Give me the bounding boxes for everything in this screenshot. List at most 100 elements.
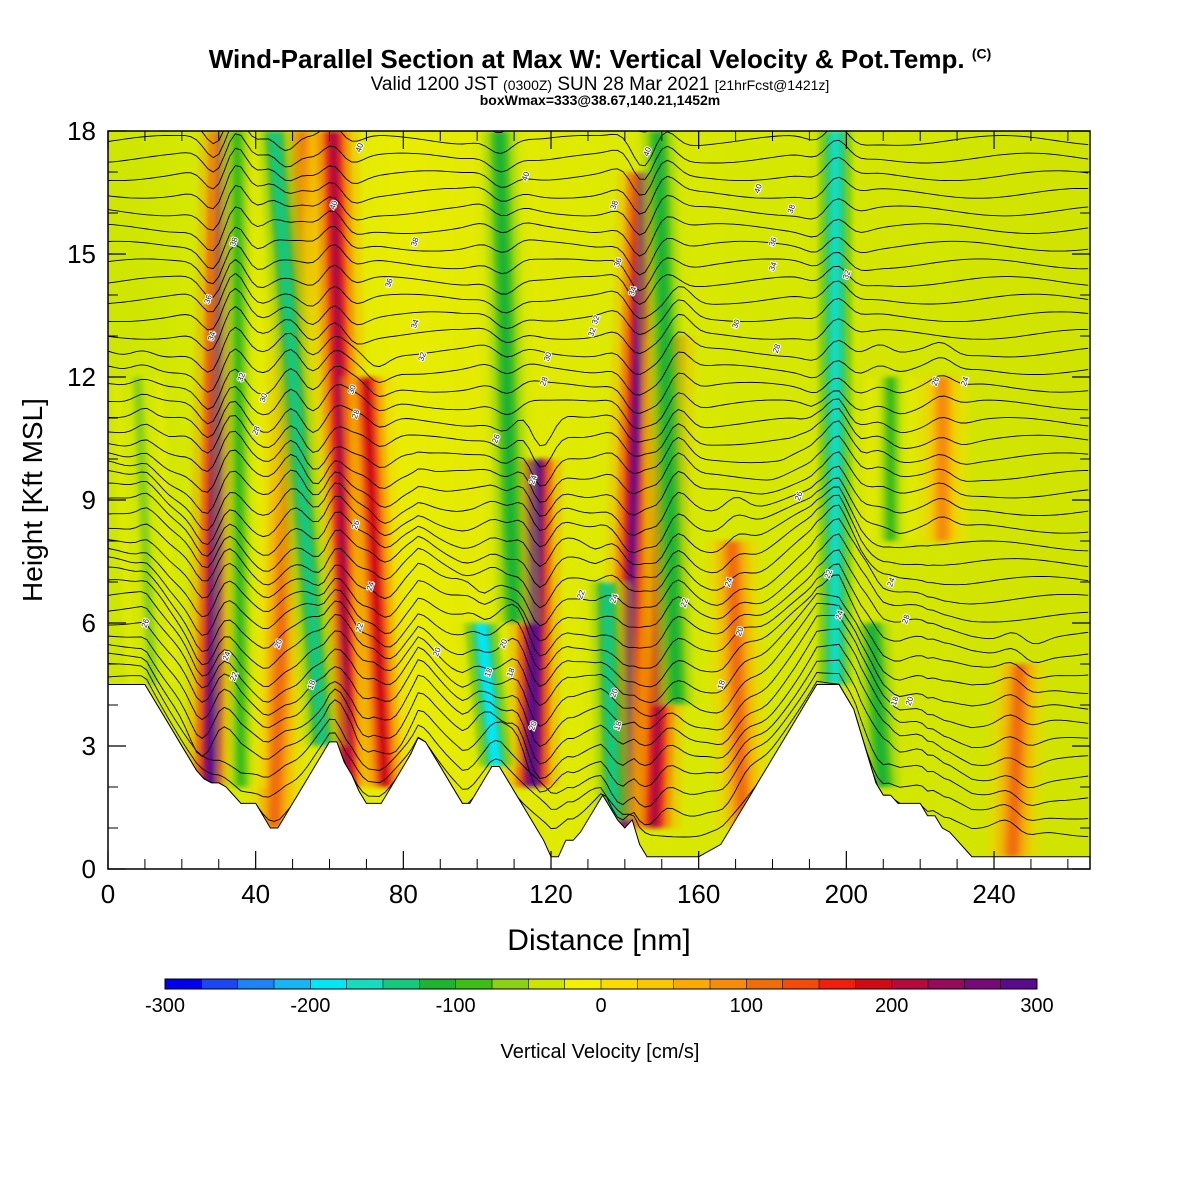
theta-contour <box>108 451 1089 517</box>
theta-contour <box>108 398 1089 447</box>
theta-contour <box>108 258 1089 305</box>
downdraft-band-7-layer-3 <box>830 131 841 685</box>
theta-contour <box>108 518 1089 627</box>
colorbar-swatch <box>310 979 348 989</box>
theta-contour <box>108 408 1089 468</box>
colorbar-tick-label: 200 <box>875 995 908 1017</box>
colorbar-swatch <box>346 979 384 989</box>
theta-contour <box>108 494 1089 588</box>
theta-contour <box>108 384 1089 430</box>
forecast-info: [21hrFcst@1421z] <box>714 77 830 93</box>
theta-contour <box>108 133 1089 180</box>
downdraft-band-6-layer-3 <box>653 131 682 705</box>
downdraft-band-9-layer-3 <box>885 377 896 541</box>
theta-contour <box>108 348 1089 396</box>
theta-contour <box>108 131 1089 167</box>
y-tick-label: 0 <box>82 854 96 884</box>
theta-contour <box>108 663 1089 808</box>
colorbar-swatch <box>528 979 566 989</box>
colorbar-swatch <box>564 979 602 989</box>
y-tick-label: 12 <box>67 362 96 392</box>
theta-contour <box>108 184 1089 236</box>
colorbar-swatch <box>165 979 202 989</box>
colorbar-tick-label: -200 <box>290 995 330 1017</box>
y-tick-label: 15 <box>67 239 96 269</box>
x-tick-label: 80 <box>389 879 418 909</box>
theta-contour <box>108 614 1089 748</box>
colorbar-tick-label: -300 <box>145 995 185 1017</box>
colorbar-swatch <box>964 979 1002 989</box>
colorbar-swatch <box>601 979 638 989</box>
x-axis-label: Distance [nm] <box>507 924 690 957</box>
valid-date: SUN 28 Mar 2021 <box>557 74 710 95</box>
y-tick-label: 18 <box>67 116 96 146</box>
plot-area: 2624222018403836343230284038363432302826… <box>107 85 1091 870</box>
colorbar-tick-label: 0 <box>595 995 606 1017</box>
colorbar-swatch <box>383 979 420 989</box>
y-tick-label: 6 <box>82 608 96 638</box>
copyright-mark: (C) <box>971 45 992 62</box>
theta-contour <box>108 206 1089 257</box>
colorbar-tick-label: 100 <box>730 995 763 1017</box>
colorbar-swatch <box>819 979 856 989</box>
x-tick-label: 160 <box>677 879 720 909</box>
downdraft-band-4-layer-3 <box>494 131 520 623</box>
theta-contour <box>108 563 1089 671</box>
valid-time: Valid 1200 JST <box>370 74 498 95</box>
x-tick-label: 240 <box>972 879 1015 909</box>
colorbar-swatch <box>710 979 747 989</box>
colorbar-swatch <box>274 979 311 989</box>
valid-utc: (0300Z) <box>503 77 553 93</box>
x-tick-label: 0 <box>101 879 115 909</box>
theta-contour <box>108 477 1089 554</box>
theta-contour <box>108 643 1089 779</box>
colorbar-label: Vertical Velocity [cm/s] <box>501 1041 700 1063</box>
theta-contour <box>108 533 1089 642</box>
theta-contour <box>108 365 1089 414</box>
theta-contour <box>108 574 1089 688</box>
theta-contour <box>108 272 1089 319</box>
colorbar-swatch <box>673 979 711 989</box>
terrain-mask <box>107 684 1091 870</box>
x-tick-label: 40 <box>241 879 270 909</box>
chart-title-text: Wind-Parallel Section at Max W: Vertical… <box>208 44 965 74</box>
x-tick-label: 200 <box>825 879 868 909</box>
theta-contour <box>108 85 1088 128</box>
colorbar-swatch <box>455 979 493 989</box>
theta-contour <box>108 435 1089 503</box>
colorbar-swatch <box>637 979 675 989</box>
updraft-band-8-layer-3 <box>937 377 948 541</box>
y-tick-label: 9 <box>82 485 96 515</box>
theta-contour <box>108 147 1089 196</box>
theta-contour <box>108 652 1089 793</box>
colorbar-tick-label: 300 <box>1020 995 1053 1017</box>
theta-contour <box>108 226 1089 276</box>
theta-contour <box>108 164 1089 215</box>
chart-subtitle: Valid 1200 JST (0300Z) SUN 28 Mar 2021 [… <box>0 74 1200 96</box>
theta-contour <box>108 287 1089 336</box>
colorbar-swatch <box>237 979 275 989</box>
theta-contour <box>108 486 1089 568</box>
theta-contour <box>108 684 1089 838</box>
y-tick-label: 3 <box>82 731 96 761</box>
theta-contour <box>108 305 1089 355</box>
x-tick-label: 120 <box>529 879 572 909</box>
theta-contour <box>108 628 1089 765</box>
theta-contour <box>108 465 1089 536</box>
colorbar-tick-label: -100 <box>436 995 476 1017</box>
updraft-band-7-layer-3 <box>726 541 748 828</box>
colorbar-swatch <box>855 979 893 989</box>
colorbar-swatch <box>928 979 965 989</box>
colorbar-swatch <box>201 979 239 989</box>
colorbar-swatch <box>1000 979 1038 989</box>
theta-contour <box>108 602 1089 727</box>
y-axis-label: Height [Kft MSL] <box>17 398 48 602</box>
theta-contour <box>108 549 1089 657</box>
downdraft-band-2-layer-3 <box>269 131 328 746</box>
theta-contour <box>108 420 1089 487</box>
colorbar-swatch <box>891 979 929 989</box>
theta-contour <box>108 675 1089 826</box>
colorbar-swatch <box>419 979 457 989</box>
chart-title: Wind-Parallel Section at Max W: Vertical… <box>0 44 1200 75</box>
theta-contour <box>108 504 1089 609</box>
